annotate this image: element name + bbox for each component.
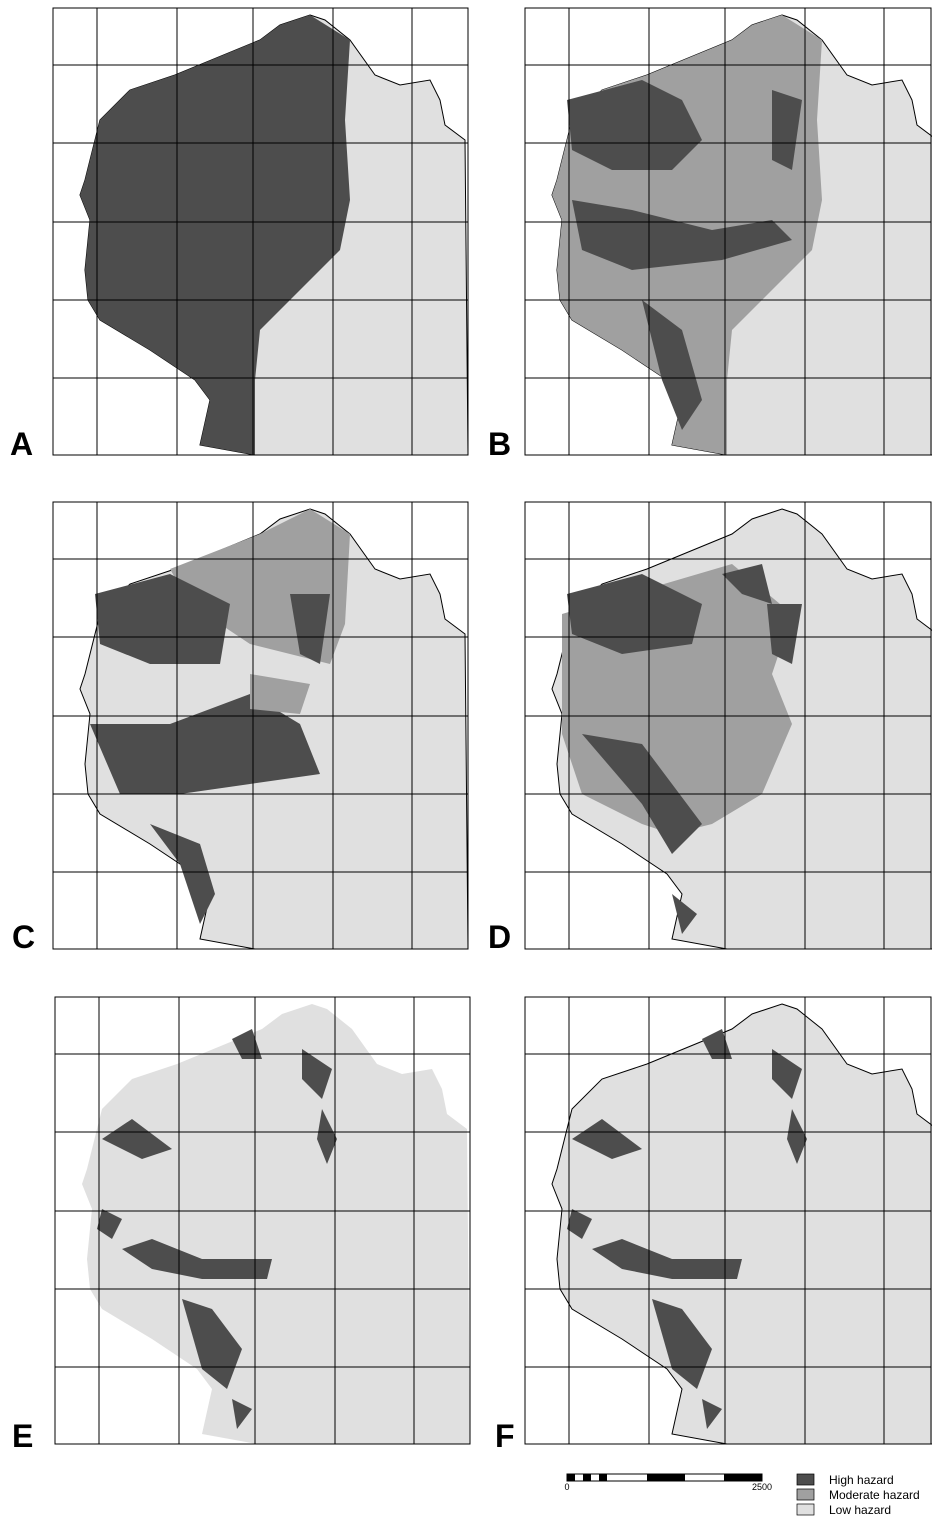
legend-label: Low hazard	[829, 1503, 891, 1517]
map-panel	[525, 997, 932, 1444]
scale-bar-segment	[583, 1474, 591, 1481]
panel-label: F	[495, 1418, 515, 1454]
map-panel	[53, 502, 468, 949]
panel-label: E	[12, 1418, 33, 1454]
panel-label: C	[12, 919, 35, 955]
map-panel	[55, 997, 470, 1444]
panel-label: B	[488, 426, 511, 462]
panels: A B C D E F	[10, 8, 932, 1454]
legend-swatch	[797, 1474, 814, 1485]
scale-bar-segment	[724, 1474, 762, 1481]
panel-label: D	[488, 919, 511, 955]
scale-start: 0	[564, 1482, 569, 1492]
panel-label: A	[10, 426, 33, 462]
scale-bar-segment	[647, 1474, 685, 1481]
legend-swatch	[797, 1489, 814, 1500]
legend-label: High hazard	[829, 1473, 894, 1487]
scale-end: 2500	[752, 1482, 772, 1492]
map-panel	[525, 502, 932, 949]
scale-bar-segment	[599, 1474, 607, 1481]
figure: A B C D E F 0 2500 High hazardModerate hazard…	[0, 0, 932, 1523]
legend-swatch	[797, 1504, 814, 1515]
map-panel	[53, 8, 468, 455]
map-panel	[525, 8, 932, 455]
scale-bar-segment	[567, 1474, 575, 1481]
scale-bar: 0 2500	[564, 1474, 772, 1492]
legend-label: Moderate hazard	[829, 1488, 920, 1502]
